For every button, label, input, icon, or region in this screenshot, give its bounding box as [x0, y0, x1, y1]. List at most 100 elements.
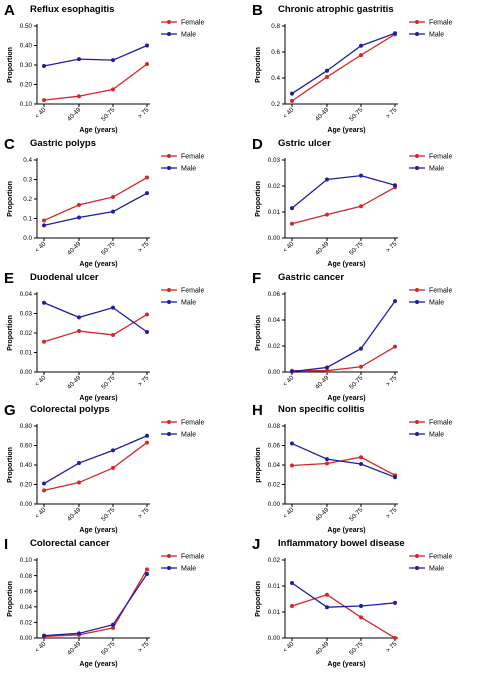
legend-marker: [167, 554, 171, 558]
panel-letter: C: [4, 136, 15, 153]
y-tick-label: 0.00: [268, 501, 281, 508]
panel-letter: G: [4, 402, 16, 419]
y-tick-label: 0.06: [268, 291, 281, 298]
data-point-male: [77, 57, 81, 62]
x-axis-title: Age (years): [327, 661, 365, 668]
data-point-female: [359, 455, 363, 460]
legend-label: Female: [429, 420, 452, 427]
series-line-male: [43, 44, 148, 67]
data-point-male: [393, 475, 397, 480]
data-point-male: [111, 305, 115, 310]
x-tick-label: 50-75: [348, 374, 365, 391]
x-tick-label: 40-49: [314, 240, 331, 257]
series-line-male: [43, 302, 148, 333]
chart-title: Gastric cancer: [278, 272, 344, 283]
data-point-female: [290, 221, 294, 226]
chart-title: Gastric polyps: [30, 138, 96, 149]
data-point-female: [145, 62, 149, 67]
legend-marker: [167, 20, 171, 24]
data-point-female: [77, 329, 81, 334]
data-point-female: [145, 175, 149, 180]
panel-letter: A: [4, 2, 15, 19]
y-axis-title: Proportion: [255, 47, 262, 83]
x-tick-label: < 40: [282, 240, 296, 254]
x-axis-title: Age (years): [79, 395, 117, 402]
y-tick-label: 0.50: [20, 23, 33, 30]
chart-panel-j: J Inflammatory bowel disease 0.00 0.01 0.01 0…: [248, 534, 488, 668]
legend-marker: [167, 166, 171, 170]
data-point-male: [290, 206, 294, 211]
x-tick-label: < 40: [34, 506, 48, 520]
legend-label: Female: [429, 288, 452, 295]
data-point-male: [359, 462, 363, 467]
legend-label: Male: [181, 566, 196, 573]
x-tick-label: > 75: [137, 374, 151, 388]
series-line-male: [43, 435, 148, 485]
legend-marker: [415, 554, 419, 558]
y-tick-label: 0.8: [271, 23, 280, 30]
data-point-female: [359, 364, 363, 369]
chart-svg: I Colorectal cancer 0.00 0.02 0.04 0.06 0.08 0.…: [4, 536, 204, 668]
chart-panel-d: D Gstric ulcer 0.00 0.01 0.02 0.03 < 40 40-49 50…: [248, 134, 488, 268]
data-point-female: [42, 218, 46, 223]
y-tick-label: 0.04: [268, 317, 281, 324]
y-tick-label: 0.30: [20, 62, 33, 69]
legend-label: Female: [429, 154, 452, 161]
chart-title: Gstric ulcer: [278, 138, 331, 149]
chart-svg: B Chronic atrophic gastritis 0.2 0.4 0.6 0.8 <…: [252, 2, 452, 134]
y-tick-label: 0.2: [23, 196, 32, 203]
y-tick-label: 0.08: [20, 573, 33, 580]
chart-svg: G Colorectal polyps 0.00 0.20 0.40 0.60 0.80 < …: [4, 402, 204, 534]
legend-label: Male: [429, 566, 444, 573]
x-tick-label: < 40: [282, 106, 296, 120]
data-point-female: [325, 368, 329, 373]
data-point-male: [393, 299, 397, 304]
y-tick-label: 0.08: [268, 423, 281, 430]
x-tick-label: < 40: [282, 640, 296, 654]
data-point-male: [359, 173, 363, 178]
legend-label: Female: [181, 420, 204, 427]
chart-panel-a: A Reflux esophagitis 0.10 0.20 0.30 0.40 0.50 <…: [0, 0, 240, 134]
data-point-female: [325, 212, 329, 217]
data-point-male: [77, 215, 81, 220]
data-point-female: [145, 567, 149, 572]
data-point-female: [325, 592, 329, 597]
series-line-female: [291, 593, 396, 639]
data-point-female: [290, 604, 294, 609]
series-line-male: [43, 192, 148, 226]
series-line-female: [291, 456, 396, 476]
y-tick-label: 0.00: [268, 635, 281, 642]
y-axis-title: Proportion: [7, 47, 14, 83]
x-tick-label: 50-75: [348, 506, 365, 523]
y-tick-label: 0.4: [271, 75, 280, 82]
data-point-female: [359, 204, 363, 209]
data-point-male: [145, 572, 149, 577]
legend-label: Male: [429, 300, 444, 307]
data-point-female: [111, 195, 115, 200]
chart-svg: A Reflux esophagitis 0.10 0.20 0.30 0.40 0.50 <…: [4, 2, 204, 134]
y-tick-label: 0.00: [20, 635, 33, 642]
panel-letter: D: [252, 136, 263, 153]
data-point-male: [145, 191, 149, 196]
y-tick-label: 0.01: [20, 350, 33, 357]
data-point-male: [393, 183, 397, 188]
data-point-female: [42, 339, 46, 344]
x-tick-label: > 75: [137, 640, 151, 654]
chart-svg: H Non specific colitis 0.00 0.02 0.04 0.06 0.0…: [252, 402, 452, 534]
series-line-female: [43, 313, 148, 343]
x-tick-label: < 40: [34, 106, 48, 120]
x-tick-label: 40-49: [66, 374, 83, 391]
chart-title: Chronic atrophic gastritis: [278, 4, 394, 15]
data-point-male: [145, 43, 149, 48]
data-point-female: [111, 87, 115, 92]
legend-label: Female: [181, 20, 204, 27]
y-tick-label: 0.00: [268, 235, 281, 242]
data-point-male: [325, 605, 329, 610]
data-point-female: [111, 625, 115, 630]
y-tick-label: 0.06: [268, 443, 281, 450]
x-tick-label: 50-75: [348, 240, 365, 257]
x-tick-label: 50-75: [100, 106, 117, 123]
data-point-female: [77, 94, 81, 99]
x-tick-label: 50-75: [100, 506, 117, 523]
data-point-male: [111, 209, 115, 214]
